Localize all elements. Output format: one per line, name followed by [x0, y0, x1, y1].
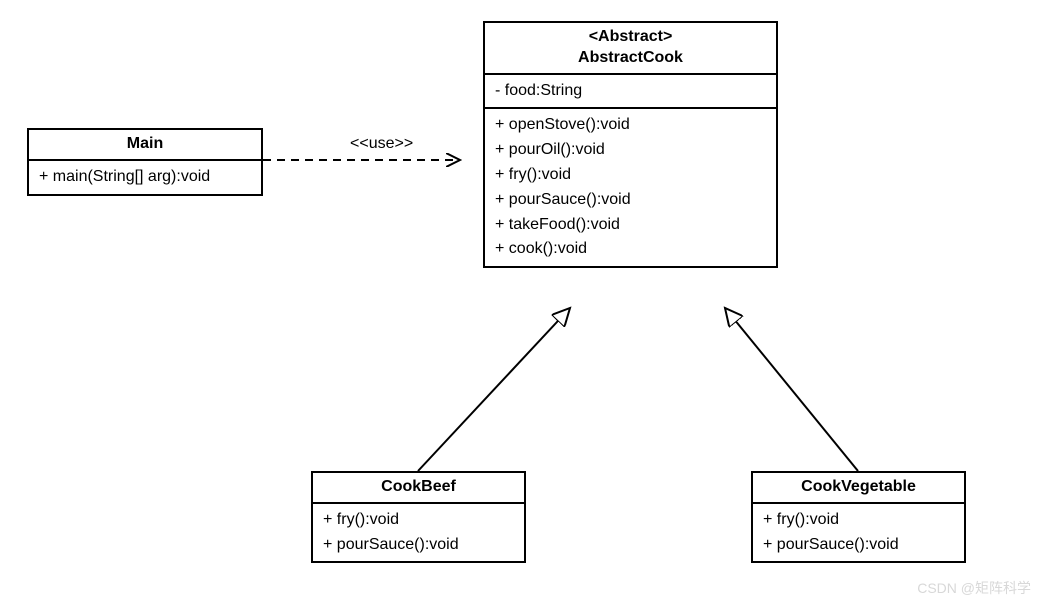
class-main: Main + main(String[] arg):void — [27, 128, 263, 196]
class-main-methods: + main(String[] arg):void — [29, 161, 261, 194]
class-cook-vegetable-title: CookVegetable — [753, 473, 964, 504]
method: + pourSauce():void — [763, 533, 954, 558]
watermark: CSDN @矩阵科学 — [917, 578, 1031, 598]
method: + fry():void — [495, 163, 766, 188]
class-abstract-cook-title: <Abstract> AbstractCook — [485, 23, 776, 75]
method: + openStove():void — [495, 113, 766, 138]
class-cook-beef: CookBeef + fry():void + pourSauce():void — [311, 471, 526, 563]
class-abstract-cook-methods: + openStove():void + pourOil():void + fr… — [485, 107, 776, 266]
method: + fry():void — [763, 508, 954, 533]
stereotype: <Abstract> — [495, 27, 766, 48]
method: + cook():void — [495, 237, 766, 262]
method: + takeFood():void — [495, 213, 766, 238]
class-cook-beef-methods: + fry():void + pourSauce():void — [313, 504, 524, 562]
method: + pourSauce():void — [495, 188, 766, 213]
class-main-title: Main — [29, 130, 261, 161]
class-abstract-cook: <Abstract> AbstractCook - food:String + … — [483, 21, 778, 268]
use-dependency-label: <<use>> — [350, 135, 413, 153]
class-name: AbstractCook — [495, 48, 766, 69]
method: + main(String[] arg):void — [39, 165, 251, 190]
attribute: - food:String — [495, 79, 766, 104]
inherit-beef-line — [418, 308, 570, 471]
class-cook-vegetable: CookVegetable + fry():void + pourSauce()… — [751, 471, 966, 563]
method: + pourSauce():void — [323, 533, 514, 558]
inherit-veg-line — [725, 308, 858, 471]
method: + pourOil():void — [495, 138, 766, 163]
method: + fry():void — [323, 508, 514, 533]
class-cook-vegetable-methods: + fry():void + pourSauce():void — [753, 504, 964, 562]
class-abstract-cook-attributes: - food:String — [485, 75, 776, 108]
class-cook-beef-title: CookBeef — [313, 473, 524, 504]
